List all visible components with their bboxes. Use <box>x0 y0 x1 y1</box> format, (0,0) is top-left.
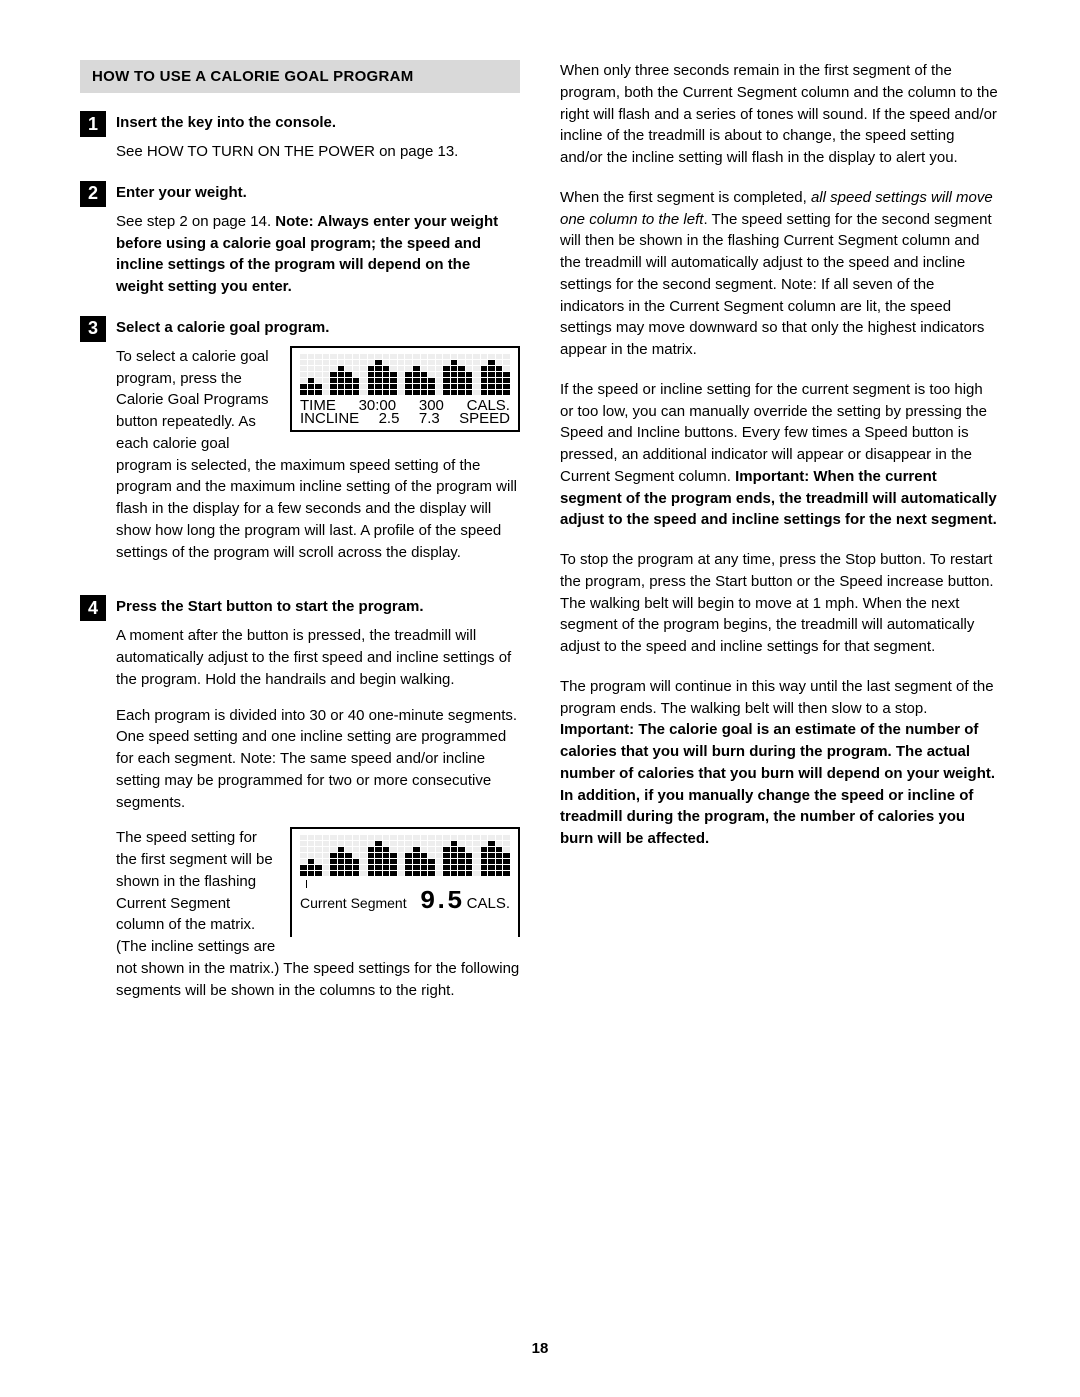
incline-label: INCLINE <box>300 412 359 426</box>
speed-value: 7.3 <box>419 412 440 426</box>
current-segment-tick <box>306 880 307 888</box>
cals-value: 9.5 <box>420 890 461 913</box>
step-3: 3 Select a calorie goal program. <box>80 316 520 342</box>
step-title: Select a calorie goal program. <box>116 316 329 336</box>
paragraph: To stop the program at any time, press t… <box>560 549 1000 658</box>
step-body: See step 2 on page 14. Note: Always ente… <box>116 211 520 298</box>
step-number-badge: 3 <box>80 316 106 342</box>
speed-profile-matrix <box>300 835 510 876</box>
step-body: TIME 30:00 300 CALS. INCLINE 2.5 7.3 SPE… <box>116 346 520 578</box>
paragraph: See step 2 on page 14. Note: Always ente… <box>116 211 520 298</box>
left-column: HOW TO USE A CALORIE GOAL PROGRAM 1 Inse… <box>80 60 520 1033</box>
paragraph: The program will continue in this way un… <box>560 676 1000 850</box>
readout-line: Current Segment 9.5 CALS. <box>300 890 510 913</box>
step-1: 1 Insert the key into the console. <box>80 111 520 137</box>
current-segment-label: Current Segment <box>300 897 407 910</box>
console-display-1: TIME 30:00 300 CALS. INCLINE 2.5 7.3 SPE… <box>290 346 520 432</box>
paragraph: When the first segment is completed, all… <box>560 187 1000 361</box>
console-display-2: Current Segment 9.5 CALS. <box>290 827 520 937</box>
speed-label: SPEED <box>459 412 510 426</box>
page-number: 18 <box>0 1340 1080 1357</box>
incline-value: 2.5 <box>379 412 400 426</box>
paragraph: A moment after the button is pressed, th… <box>116 625 520 690</box>
step-4: 4 Press the Start button to start the pr… <box>80 595 520 621</box>
paragraph: Each program is divided into 30 or 40 on… <box>116 705 520 814</box>
step-number-badge: 2 <box>80 181 106 207</box>
step-title: Press the Start button to start the prog… <box>116 595 424 615</box>
speed-profile-matrix <box>300 354 510 395</box>
cals-label: CALS. <box>467 897 510 911</box>
step-title: Insert the key into the console. <box>116 111 336 131</box>
paragraph: When only three seconds remain in the fi… <box>560 60 1000 169</box>
right-column: When only three seconds remain in the fi… <box>560 60 1000 1033</box>
step-body: A moment after the button is pressed, th… <box>116 625 520 1015</box>
step-2: 2 Enter your weight. <box>80 181 520 207</box>
step-number-badge: 1 <box>80 111 106 137</box>
step-title: Enter your weight. <box>116 181 247 201</box>
section-header: HOW TO USE A CALORIE GOAL PROGRAM <box>80 60 520 93</box>
step-body: See HOW TO TURN ON THE POWER on page 13. <box>116 141 520 163</box>
readout-line: INCLINE 2.5 7.3 SPEED <box>300 412 510 426</box>
paragraph: If the speed or incline setting for the … <box>560 379 1000 531</box>
step-number-badge: 4 <box>80 595 106 621</box>
paragraph: See HOW TO TURN ON THE POWER on page 13. <box>116 141 520 163</box>
